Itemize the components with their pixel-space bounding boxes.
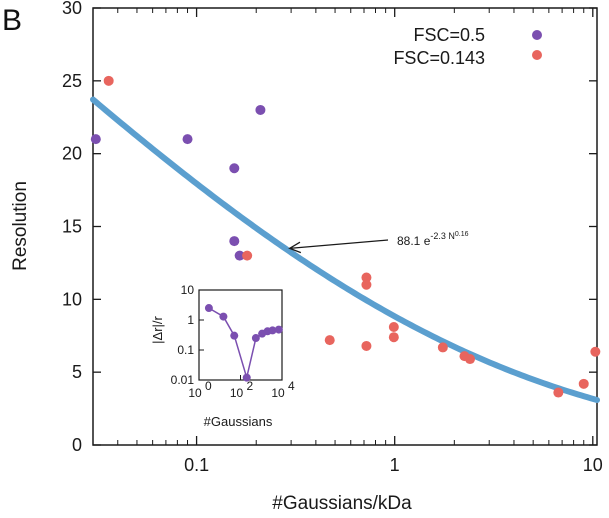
y-tick-label: 5 [72,362,82,382]
annotation-exp: -2.3 N [430,231,455,241]
data-point-series-1 [388,332,399,343]
inset-y-tick-label: 0.1 [177,343,194,357]
inset-y-tick-label: 10 [181,283,195,297]
data-point-series-1 [437,342,448,353]
x-tick-label: 1 [390,455,400,475]
data-point-series-1 [103,75,114,86]
y-tick-label: 20 [62,144,82,164]
inset-x-tick-exponent: 4 [288,379,295,393]
data-point-series-1 [361,272,372,283]
inset-data-point [274,325,283,334]
data-point-series-1 [361,279,372,290]
main-data-points [90,75,601,398]
inset-data-points [204,304,283,382]
data-point-series-0 [234,250,245,261]
legend-marker-fsc-0143 [532,50,542,60]
annotation-formula: 88.1 e-2.3 N0.16 [397,231,469,248]
x-axis-label: #Gaussians/kDa [272,493,412,514]
annotation-sup: 0.16 [455,231,469,238]
y-axis-label: Resolution [10,181,31,271]
inset-data-point [219,312,228,321]
y-tick-label: 10 [62,289,82,309]
annotation-arrow [289,239,389,249]
fit-curve [90,96,600,403]
inset-x-tick-label: 10 [188,386,202,400]
y-tick-label: 25 [62,71,82,91]
data-point-series-1 [465,354,476,365]
legend: FSC=0.5 FSC=0.143 [393,25,542,68]
data-point-series-1 [590,346,601,357]
y-tick-label: 30 [62,0,82,18]
inset-y-axis-label: |Δr|/r [150,315,165,343]
y-tick-label: 0 [72,435,82,455]
data-point-series-1 [361,340,372,351]
inset-data-point [242,373,251,382]
data-point-series-1 [553,387,564,398]
data-point-series-0 [229,163,240,174]
inset-data-point [230,331,239,340]
x-tick-label: 0.1 [184,455,209,475]
inset-x-tick-exponent: 2 [247,379,254,393]
inset-data-point [251,334,260,343]
inset-y-ticks: 0.01 0.1 1 10 [171,283,204,387]
legend-marker-fsc-05 [532,30,542,40]
data-point-series-1 [324,335,335,346]
inset-x-axis-label: #Gaussians [204,414,273,429]
inset-data-point [204,304,213,313]
inset-y-tick-label: 0.01 [171,373,195,387]
annotation-arrowhead [288,241,302,254]
inset-x-tick-label: 10 [271,386,285,400]
data-point-series-0 [182,134,193,145]
legend-label-fsc-05: FSC=0.5 [413,25,485,45]
inset-data-point [268,326,277,335]
fit-annotation: 88.1 e-2.3 N0.16 [288,231,469,254]
data-point-series-0 [229,236,240,247]
main-x-ticks: 0.1 1 10 [92,8,603,475]
panel-label: B [2,4,22,37]
data-point-series-1 [242,250,253,261]
data-point-series-1 [578,378,589,389]
x-tick-label: 10 [583,455,603,475]
inset-y-tick-label: 1 [187,313,194,327]
main-plot-frame [92,7,598,446]
inset-background [199,290,282,380]
data-point-series-1 [388,322,399,333]
inset-x-tick-label: 10 [230,386,244,400]
inset-x-tick-exponent: 0 [205,379,212,393]
data-point-series-0 [90,134,101,145]
data-point-series-0 [255,104,266,115]
inset-x-ticks: 10 0 10 2 10 4 [188,375,295,400]
y-tick-label: 15 [62,217,82,237]
legend-label-fsc-0143: FSC=0.143 [393,48,485,68]
annotation-main: 88.1 e [397,234,431,248]
